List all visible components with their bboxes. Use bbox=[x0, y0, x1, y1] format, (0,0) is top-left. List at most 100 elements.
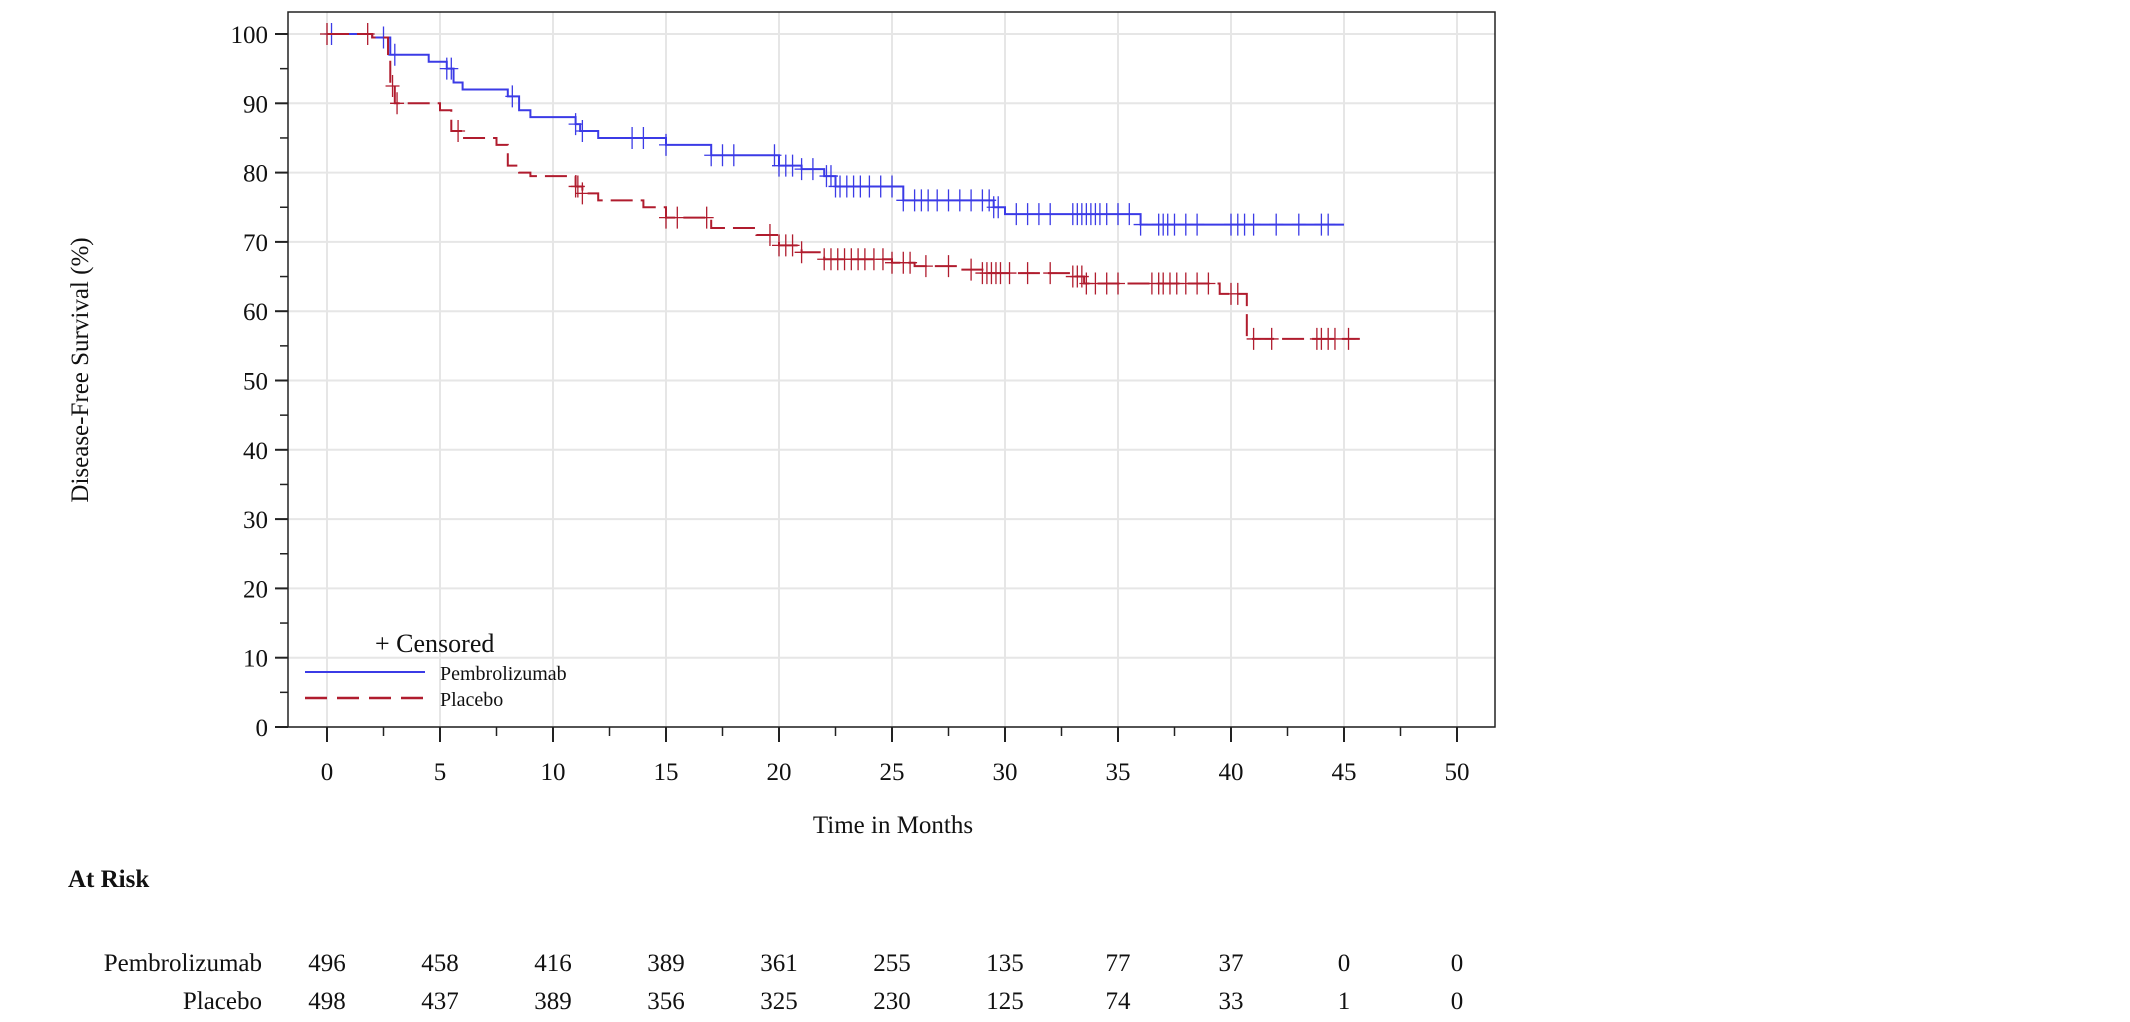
censor-mark-pembrolizumab bbox=[1321, 213, 1336, 236]
censor-mark-placebo bbox=[451, 120, 466, 143]
y-tick-label: 20 bbox=[243, 576, 268, 603]
censor-mark-placebo bbox=[1341, 327, 1356, 350]
at-risk-value: 230 bbox=[873, 988, 911, 1015]
y-tick-label: 100 bbox=[231, 22, 269, 49]
at-risk-value: 498 bbox=[308, 988, 346, 1015]
censor-mark-placebo bbox=[875, 248, 890, 271]
grid bbox=[288, 12, 1495, 728]
censor-mark-placebo bbox=[1230, 282, 1245, 305]
at-risk-row-label: Pembrolizumab bbox=[104, 950, 262, 977]
censor-mark-pembrolizumab bbox=[1246, 213, 1261, 236]
x-tick-label: 35 bbox=[1106, 759, 1131, 786]
censor-mark-pembrolizumab bbox=[1122, 203, 1137, 226]
at-risk-value: 74 bbox=[1106, 988, 1132, 1015]
legend: + Censored Pembrolizumab Placebo bbox=[305, 629, 567, 711]
censor-mark-pembrolizumab bbox=[1190, 213, 1205, 236]
y-tick-label: 70 bbox=[243, 230, 268, 257]
at-risk-row-label: Placebo bbox=[183, 988, 262, 1015]
censor-mark-placebo bbox=[1111, 272, 1125, 295]
censor-mark-pembrolizumab bbox=[659, 133, 673, 156]
censor-mark-pembrolizumab bbox=[636, 126, 651, 149]
at-risk-value: 255 bbox=[873, 950, 911, 977]
survival-curves bbox=[320, 23, 1360, 350]
x-tick-label: 5 bbox=[434, 759, 447, 786]
censor-mark-placebo bbox=[575, 182, 590, 205]
censor-mark-pembrolizumab bbox=[505, 85, 520, 108]
at-risk-value: 0 bbox=[1451, 988, 1464, 1015]
censor-mark-placebo bbox=[320, 23, 334, 45]
x-tick-label: 0 bbox=[321, 759, 334, 786]
censor-mark-placebo bbox=[1327, 327, 1342, 350]
censor-mark-placebo bbox=[670, 206, 685, 229]
y-tick-label: 80 bbox=[243, 161, 268, 188]
at-risk-value: 135 bbox=[986, 950, 1024, 977]
y-tick-label: 50 bbox=[243, 369, 268, 396]
censor-mark-placebo bbox=[903, 251, 918, 274]
censor-mark-pembrolizumab bbox=[1133, 213, 1148, 236]
censor-mark-pembrolizumab bbox=[444, 57, 459, 80]
y-tick-label: 90 bbox=[243, 91, 268, 118]
y-tick-label: 10 bbox=[243, 646, 268, 673]
censor-mark-pembrolizumab bbox=[726, 144, 741, 167]
y-axis-label: Disease-Free Survival (%) bbox=[67, 237, 94, 502]
censor-mark-pembrolizumab bbox=[575, 120, 590, 143]
x-tick-label: 10 bbox=[541, 759, 566, 786]
at-risk-table: Pembrolizumab 496 458 416 389 361 255 135 77 37 0 0… bbox=[104, 950, 1464, 1015]
y-tick-label: 60 bbox=[243, 299, 268, 326]
y-tick-label: 30 bbox=[243, 507, 268, 534]
at-risk-value: 496 bbox=[308, 950, 346, 977]
x-tick-label: 25 bbox=[880, 759, 905, 786]
censor-mark-placebo bbox=[794, 241, 809, 264]
censor-mark-placebo bbox=[390, 92, 405, 115]
at-risk-value: 437 bbox=[421, 988, 459, 1015]
censor-mark-placebo bbox=[385, 74, 400, 97]
x-tick-label: 50 bbox=[1445, 759, 1470, 786]
x-tick-label: 40 bbox=[1219, 759, 1244, 786]
censor-mark-pembrolizumab bbox=[991, 196, 1006, 219]
axes: 0 5 10 15 20 25 30 35 40 45 50 0 10 20 30 40 50 60 70 80 90 1… bbox=[231, 22, 1470, 786]
censor-mark-placebo bbox=[1264, 327, 1279, 350]
x-tick-label: 20 bbox=[767, 759, 792, 786]
at-risk-value: 77 bbox=[1106, 950, 1131, 977]
censor-mark-placebo bbox=[762, 223, 777, 246]
x-tick-label: 15 bbox=[654, 759, 679, 786]
censor-mark-placebo bbox=[918, 255, 933, 278]
censor-mark-pembrolizumab bbox=[1043, 203, 1058, 226]
at-risk-value: 389 bbox=[534, 988, 572, 1015]
at-risk-value: 33 bbox=[1219, 988, 1244, 1015]
censor-mark-pembrolizumab bbox=[785, 154, 800, 177]
censor-mark-placebo bbox=[785, 234, 800, 257]
censor-mark-pembrolizumab bbox=[1269, 213, 1284, 236]
censor-mark-pembrolizumab bbox=[885, 175, 899, 198]
at-risk-value: 389 bbox=[647, 950, 685, 977]
x-axis-label: Time in Months bbox=[813, 812, 973, 839]
censor-mark-pembrolizumab bbox=[805, 158, 820, 181]
at-risk-value: 1 bbox=[1338, 988, 1351, 1015]
censor-mark-placebo bbox=[1043, 262, 1058, 285]
censor-mark-placebo bbox=[941, 255, 956, 278]
y-tick-label: 40 bbox=[243, 438, 268, 465]
x-tick-label: 45 bbox=[1332, 759, 1357, 786]
censor-mark-placebo bbox=[964, 258, 979, 281]
at-risk-value: 37 bbox=[1219, 950, 1244, 977]
legend-label-pembrolizumab: Pembrolizumab bbox=[440, 663, 567, 685]
at-risk-title: At Risk bbox=[68, 866, 149, 893]
at-risk-value: 458 bbox=[421, 950, 459, 977]
at-risk-value: 416 bbox=[534, 950, 572, 977]
censor-mark-pembrolizumab bbox=[387, 43, 402, 66]
censor-mark-pembrolizumab bbox=[1291, 213, 1306, 236]
censor-mark-placebo bbox=[699, 206, 714, 229]
at-risk-value: 361 bbox=[760, 950, 798, 977]
censor-mark-placebo bbox=[1246, 327, 1261, 350]
x-tick-label: 30 bbox=[993, 759, 1018, 786]
at-risk-value: 325 bbox=[760, 988, 798, 1015]
at-risk-value: 0 bbox=[1338, 950, 1351, 977]
censor-mark-placebo bbox=[360, 23, 375, 45]
censor-mark-placebo bbox=[1002, 262, 1017, 285]
censor-mark-placebo bbox=[1201, 272, 1216, 295]
at-risk-value: 125 bbox=[986, 988, 1024, 1015]
legend-label-placebo: Placebo bbox=[440, 689, 503, 711]
at-risk-value: 356 bbox=[647, 988, 685, 1015]
at-risk-value: 0 bbox=[1451, 950, 1464, 977]
